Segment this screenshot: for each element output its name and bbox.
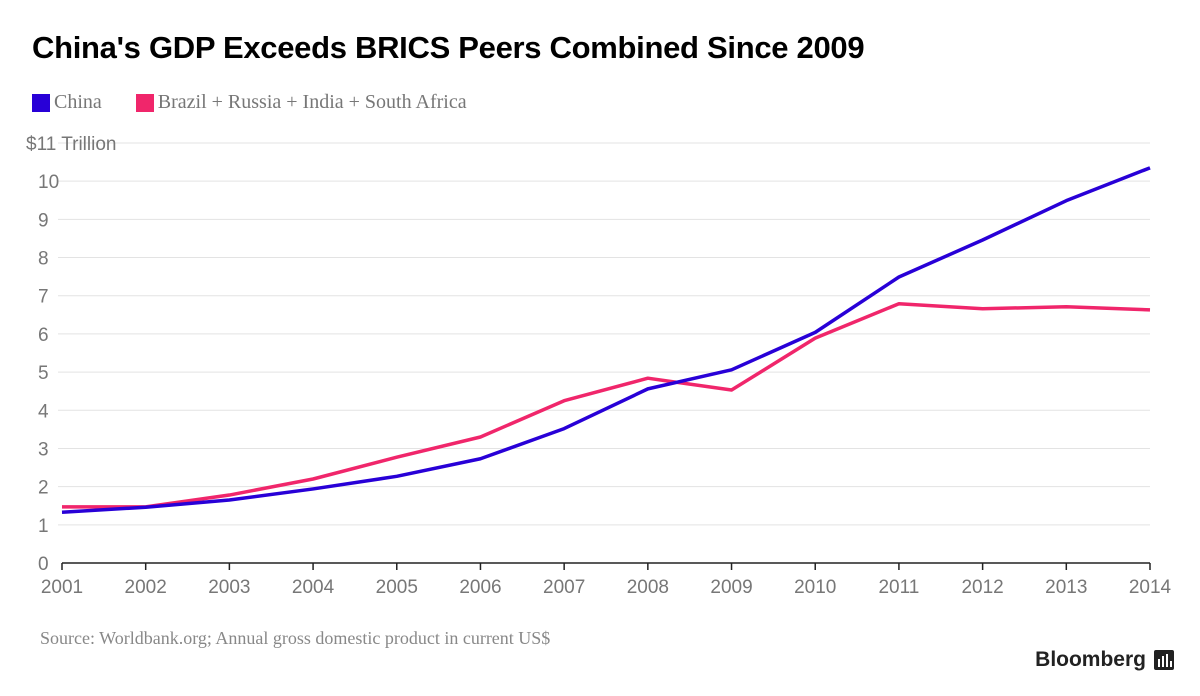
legend-label-china: China: [54, 91, 102, 113]
bloomberg-logo: Bloomberg: [1035, 648, 1174, 672]
x-tick-label: 2012: [961, 577, 1003, 598]
x-tick-label: 2003: [208, 577, 250, 598]
legend: China Brazil + Russia + India + South Af…: [32, 91, 467, 114]
x-tick-label: 2007: [543, 577, 585, 598]
y-tick-label: 2: [38, 478, 49, 499]
x-tick-label: 2009: [710, 577, 752, 598]
legend-item-china: China: [32, 91, 102, 114]
y-tick-label: 7: [38, 287, 49, 308]
x-tick-label: 2011: [878, 577, 919, 598]
y-tick-label: 9: [38, 210, 49, 231]
x-tick-label: 2004: [292, 577, 335, 598]
x-tick-label: 2013: [1045, 577, 1087, 598]
bloomberg-chart-icon: [1154, 650, 1174, 670]
x-tick-label: 2006: [459, 577, 501, 598]
y-tick-label: 1: [38, 516, 49, 537]
y-tick-label: 6: [38, 325, 49, 346]
series-line-china: [61, 166, 1151, 514]
y-tick-label: 0: [38, 554, 49, 575]
x-tick-label: 2014: [1129, 577, 1172, 598]
y-tick-label: 5: [38, 363, 49, 384]
x-tick-label: 2001: [41, 577, 83, 598]
x-tick-label: 2008: [627, 577, 669, 598]
chart-title: China's GDP Exceeds BRICS Peers Combined…: [32, 30, 865, 65]
legend-swatch-china: [32, 93, 50, 112]
y-tick-label: $11 Trillion: [26, 134, 116, 155]
legend-item-others: Brazil + Russia + India + South Africa: [135, 91, 467, 114]
source-note: Source: Worldbank.org; Annual gross dome…: [40, 628, 551, 648]
y-tick-label: 4: [38, 401, 49, 422]
x-tick-label: 2005: [376, 577, 418, 598]
legend-label-others: Brazil + Russia + India + South Africa: [157, 91, 467, 113]
logo-text: Bloomberg: [1035, 648, 1146, 671]
legend-swatch-others: [135, 93, 154, 112]
series-line-others: [62, 301, 1151, 509]
x-tick-label: 2010: [794, 577, 836, 598]
x-tick-label: 2002: [125, 577, 167, 598]
y-tick-label: 10: [38, 172, 59, 193]
y-tick-label: 8: [38, 249, 49, 270]
y-tick-label: 3: [38, 439, 49, 460]
